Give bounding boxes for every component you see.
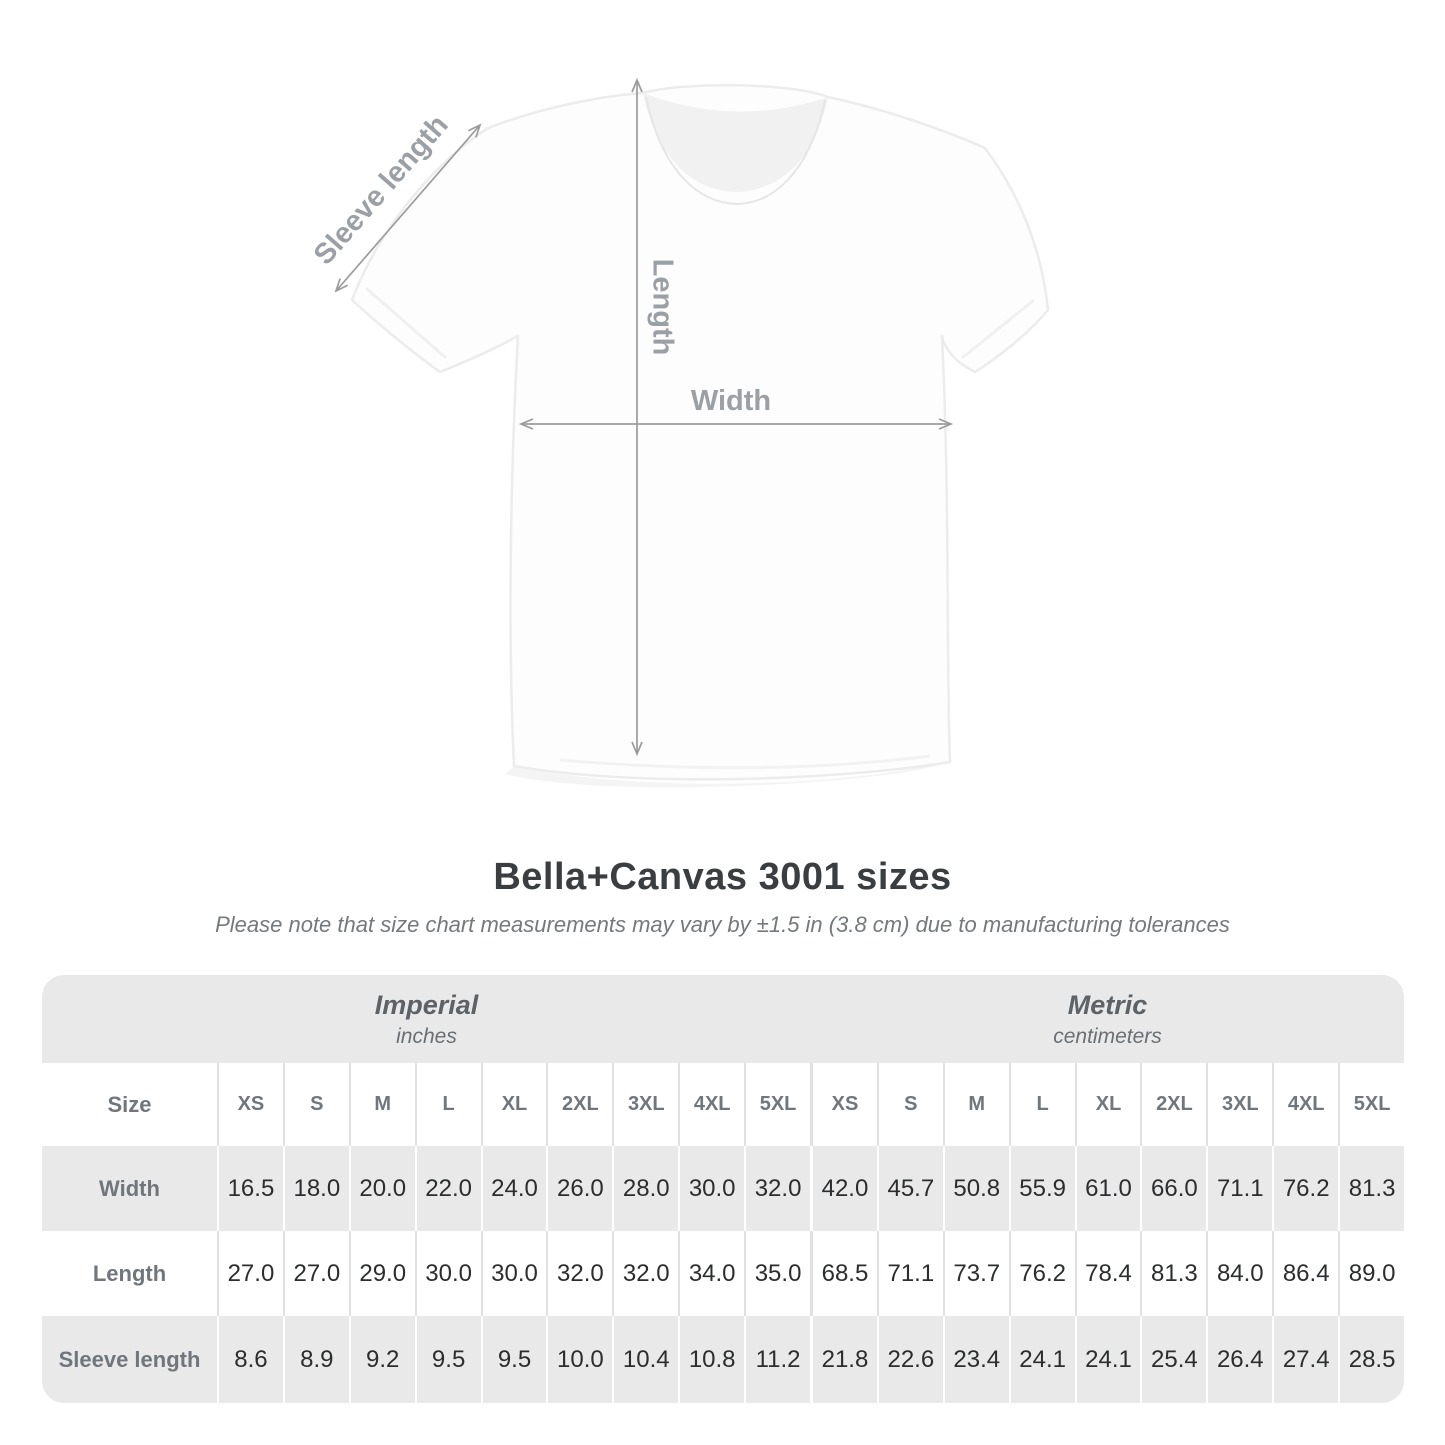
- row-label-sleeve-length: Sleeve length: [58, 1346, 201, 1372]
- sleeve-length-value: 26.4: [1206, 1316, 1272, 1403]
- unit-group-band: Imperial inches Metric centimeters: [42, 975, 1404, 1063]
- sleeve-length-arrow: [334, 123, 482, 293]
- length-value: 89.0: [1338, 1231, 1404, 1316]
- size-col-header: XL: [480, 1063, 547, 1146]
- width-value: 24.0: [480, 1146, 547, 1231]
- length-value: 30.0: [414, 1231, 481, 1316]
- size-col-header: S: [282, 1063, 349, 1146]
- width-value: 20.0: [348, 1146, 415, 1231]
- size-col-header: 4XL: [1272, 1063, 1338, 1146]
- width-value: 71.1: [1206, 1146, 1272, 1231]
- sleeve-length-value: 25.4: [1140, 1316, 1206, 1403]
- length-value: 71.1: [876, 1231, 943, 1316]
- size-table: Imperial inches Metric centimeters Size …: [42, 975, 1404, 1403]
- sleeve-length-value: 9.2: [348, 1316, 415, 1403]
- imperial-group-unit: inches: [396, 1024, 457, 1048]
- imperial-group-header: Imperial inches: [42, 975, 811, 1063]
- tshirt-illustration: [350, 83, 1050, 788]
- length-value: 76.2: [1008, 1231, 1075, 1316]
- size-col-header: M: [942, 1063, 1009, 1146]
- table-row-sleeve-length: Sleeve length 8.6 8.9 9.2 9.5 9.5 10.0 1…: [42, 1316, 1404, 1403]
- sleeve-length-value: 27.4: [1272, 1316, 1338, 1403]
- sleeve-length-value: 10.4: [612, 1316, 678, 1403]
- size-header-row: Size XS S M L XL 2XL 3XL 4XL 5XL XS S M …: [42, 1063, 1404, 1146]
- sleeve-length-value: 9.5: [414, 1316, 481, 1403]
- sleeve-length-value: 21.8: [810, 1316, 877, 1403]
- table-row-width: Width 16.5 18.0 20.0 22.0 24.0 26.0 28.0…: [42, 1146, 1404, 1231]
- metric-group-unit: centimeters: [1053, 1024, 1162, 1048]
- size-col-header: 5XL: [1338, 1063, 1404, 1146]
- sleeve-length-value: 8.6: [217, 1316, 283, 1403]
- length-value: 68.5: [810, 1231, 877, 1316]
- width-value: 22.0: [414, 1146, 481, 1231]
- length-label: Length: [646, 259, 678, 356]
- sleeve-length-value: 24.1: [1074, 1316, 1141, 1403]
- length-value: 35.0: [744, 1231, 810, 1316]
- size-col-header: M: [348, 1063, 415, 1146]
- sleeve-length-value: 9.5: [480, 1316, 547, 1403]
- width-value: 55.9: [1008, 1146, 1075, 1231]
- size-col-header: S: [876, 1063, 943, 1146]
- length-value: 34.0: [678, 1231, 744, 1316]
- width-value: 76.2: [1272, 1146, 1338, 1231]
- row-label-width: Width: [99, 1175, 160, 1201]
- width-value: 66.0: [1140, 1146, 1206, 1231]
- width-value: 45.7: [876, 1146, 943, 1231]
- tshirt-measurement-figure: Sleeve length Length Width: [308, 77, 1050, 788]
- width-label: Width: [691, 385, 771, 417]
- length-value: 81.3: [1140, 1231, 1206, 1316]
- metric-group-header: Metric centimeters: [811, 975, 1404, 1063]
- width-value: 28.0: [612, 1146, 678, 1231]
- length-value: 73.7: [942, 1231, 1009, 1316]
- size-col-header: L: [414, 1063, 481, 1146]
- size-col-header: XL: [1074, 1063, 1141, 1146]
- size-col-header: 4XL: [678, 1063, 744, 1146]
- sleeve-length-value: 8.9: [282, 1316, 349, 1403]
- tolerance-note: Please note that size chart measurements…: [215, 912, 1230, 937]
- length-value: 86.4: [1272, 1231, 1338, 1316]
- size-col-header: 2XL: [546, 1063, 612, 1146]
- size-col-header: 5XL: [744, 1063, 810, 1146]
- sleeve-length-value: 10.8: [678, 1316, 744, 1403]
- sleeve-length-value: 10.0: [546, 1316, 612, 1403]
- width-value: 32.0: [744, 1146, 810, 1231]
- size-col-header: 3XL: [612, 1063, 678, 1146]
- width-value: 30.0: [678, 1146, 744, 1231]
- size-col-header: XS: [810, 1063, 877, 1146]
- tshirt-diagram: Sleeve length Length Width: [308, 77, 1050, 788]
- width-value: 16.5: [217, 1146, 283, 1231]
- size-col-header: 2XL: [1140, 1063, 1206, 1146]
- table-row-length: Length 27.0 27.0 29.0 30.0 30.0 32.0 32.…: [42, 1231, 1404, 1316]
- length-value: 27.0: [217, 1231, 283, 1316]
- width-value: 81.3: [1338, 1146, 1404, 1231]
- width-value: 18.0: [282, 1146, 349, 1231]
- row-label-length: Length: [92, 1260, 167, 1286]
- length-value: 29.0: [348, 1231, 415, 1316]
- width-value: 50.8: [942, 1146, 1009, 1231]
- width-value: 26.0: [546, 1146, 612, 1231]
- size-col-header: XS: [217, 1063, 283, 1146]
- page-title: Bella+Canvas 3001 sizes: [493, 856, 952, 898]
- sleeve-length-value: 24.1: [1008, 1316, 1075, 1403]
- length-value: 84.0: [1206, 1231, 1272, 1316]
- length-value: 27.0: [282, 1231, 349, 1316]
- length-value: 30.0: [480, 1231, 547, 1316]
- length-value: 32.0: [546, 1231, 612, 1316]
- length-value: 78.4: [1074, 1231, 1141, 1316]
- size-header-label: Size: [107, 1091, 152, 1117]
- sleeve-length-value: 11.2: [744, 1316, 810, 1403]
- width-value: 42.0: [810, 1146, 877, 1231]
- sleeve-length-value: 28.5: [1338, 1316, 1404, 1403]
- size-col-header: 3XL: [1206, 1063, 1272, 1146]
- size-col-header: L: [1008, 1063, 1075, 1146]
- width-value: 61.0: [1074, 1146, 1141, 1231]
- length-value: 32.0: [612, 1231, 678, 1316]
- sleeve-length-value: 23.4: [942, 1316, 1009, 1403]
- sleeve-length-value: 22.6: [876, 1316, 943, 1403]
- imperial-group-name: Imperial: [374, 989, 479, 1020]
- metric-group-name: Metric: [1067, 989, 1148, 1020]
